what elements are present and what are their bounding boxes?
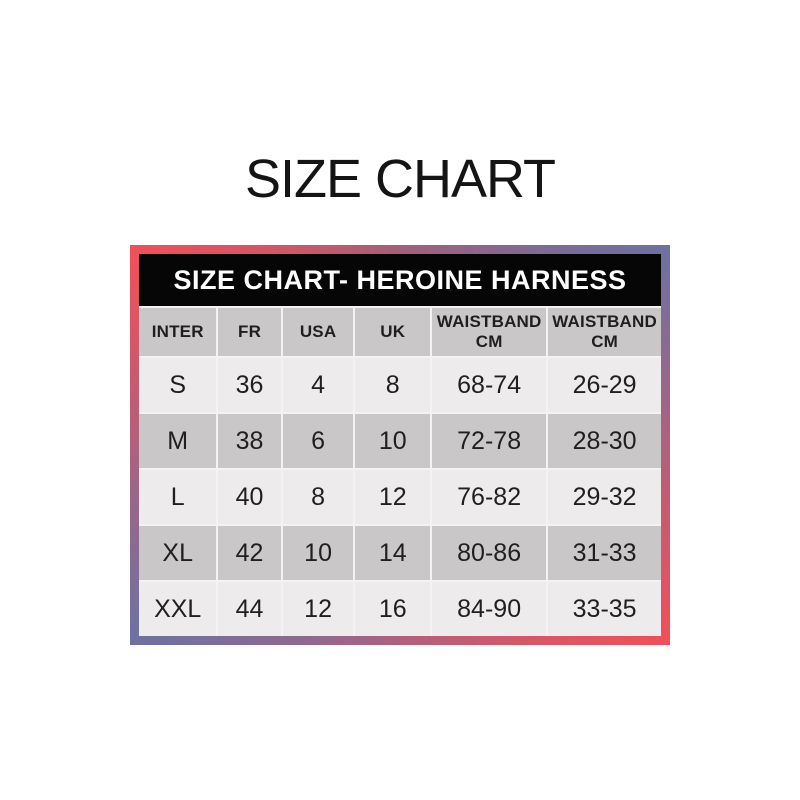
value-cell: 68-74 xyxy=(432,358,547,412)
value-cell: 10 xyxy=(282,526,354,580)
value-cell: 8 xyxy=(355,358,431,412)
value-cell: 31-33 xyxy=(548,526,661,580)
value-cell: 72-78 xyxy=(432,414,547,468)
size-cell: L xyxy=(139,470,217,524)
value-cell: 44 xyxy=(218,582,281,636)
value-cell: 8 xyxy=(282,470,354,524)
size-cell: M xyxy=(139,414,217,468)
value-cell: 12 xyxy=(282,582,354,636)
column-header-waistband-cm: WAISTBAND CM xyxy=(432,308,547,356)
value-cell: 6 xyxy=(282,414,354,468)
column-header-fr: FR xyxy=(218,308,281,356)
value-cell: 33-35 xyxy=(548,582,661,636)
column-header-uk: UK xyxy=(355,308,431,356)
value-cell: 36 xyxy=(218,358,281,412)
value-cell: 12 xyxy=(355,470,431,524)
value-cell: 10 xyxy=(355,414,431,468)
value-cell: 84-90 xyxy=(432,582,547,636)
gradient-border-frame: SIZE CHART- HEROINE HARNESS INTER FR USA… xyxy=(130,245,670,645)
size-cell: XXL xyxy=(139,582,217,636)
value-cell: 14 xyxy=(355,526,431,580)
value-cell: 16 xyxy=(355,582,431,636)
value-cell: 42 xyxy=(218,526,281,580)
column-header-inter: INTER xyxy=(139,308,217,356)
table-title-bar: SIZE CHART- HEROINE HARNESS xyxy=(139,254,661,306)
value-cell: 28-30 xyxy=(548,414,661,468)
size-chart-table: SIZE CHART- HEROINE HARNESS INTER FR USA… xyxy=(139,254,661,636)
value-cell: 76-82 xyxy=(432,470,547,524)
value-cell: 38 xyxy=(218,414,281,468)
size-cell: S xyxy=(139,358,217,412)
column-header-usa: USA xyxy=(282,308,354,356)
value-cell: 26-29 xyxy=(548,358,661,412)
column-header-waistband-cm-2: WAISTBAND CM xyxy=(548,308,661,356)
value-cell: 80-86 xyxy=(432,526,547,580)
size-grid: INTER FR USA UK WAISTBAND CM WAISTBAND C… xyxy=(139,308,661,636)
page-title: SIZE CHART xyxy=(244,149,556,209)
value-cell: 4 xyxy=(282,358,354,412)
size-cell: XL xyxy=(139,526,217,580)
value-cell: 40 xyxy=(218,470,281,524)
value-cell: 29-32 xyxy=(548,470,661,524)
